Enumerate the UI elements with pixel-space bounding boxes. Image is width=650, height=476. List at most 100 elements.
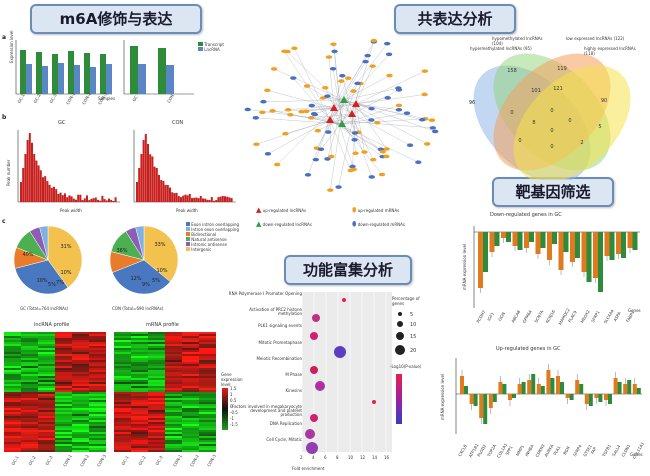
heatmap-cell xyxy=(114,406,131,408)
histogram-bar xyxy=(197,198,200,202)
heatmap-cell xyxy=(114,376,131,378)
heatmap-cell xyxy=(148,362,165,364)
heatmap-cell xyxy=(21,364,38,366)
heatmap-cell xyxy=(38,416,55,418)
heatmap-cell xyxy=(148,386,165,388)
coexpression-network xyxy=(244,38,439,192)
down-x-label: Genes xyxy=(628,308,641,313)
heatmap-cell xyxy=(72,376,89,378)
heatmap-cell xyxy=(4,434,21,436)
heatmap-cell xyxy=(55,362,72,364)
network-node xyxy=(369,64,376,68)
heatmap-cell xyxy=(89,396,106,398)
heatmap-cell xyxy=(199,378,216,380)
heatmap-cell xyxy=(55,438,72,440)
heatmap-cell xyxy=(55,434,72,436)
heatmap-cell xyxy=(199,388,216,390)
panel-a-x-label: Samples xyxy=(98,96,116,101)
heatmap-cell xyxy=(72,408,89,410)
bar xyxy=(524,232,529,248)
network-node xyxy=(386,73,393,78)
heatmap-cell xyxy=(89,388,106,390)
heatmap-cell xyxy=(21,340,38,342)
heatmap-cell xyxy=(182,366,199,368)
heatmap-cell xyxy=(131,412,148,414)
heatmap-cell xyxy=(38,376,55,378)
up-chart-title: Up-regulated genes in GC xyxy=(496,346,561,352)
network-node xyxy=(403,111,411,115)
heatmap-cell xyxy=(38,350,55,352)
heatmap-cell xyxy=(38,374,55,376)
venn-count: 0 xyxy=(550,128,553,134)
venn-count: 0 xyxy=(518,138,521,144)
histogram-bar xyxy=(160,180,163,202)
bar xyxy=(609,232,615,260)
heatmap-colorbar xyxy=(222,388,228,430)
heatmap-cell xyxy=(89,334,106,336)
heatmap-cell xyxy=(4,352,21,354)
hist-x-label-2: Peak width xyxy=(176,208,198,213)
network-edge xyxy=(351,113,411,146)
network-edge xyxy=(355,103,387,150)
enrichment-bubble xyxy=(310,414,318,422)
histogram-bar xyxy=(94,197,97,202)
heatmap-cell xyxy=(182,334,199,336)
heatmap-cell xyxy=(165,408,182,410)
heatmap-cell xyxy=(21,424,38,426)
heatmap-cell xyxy=(72,428,89,430)
heatmap-cell xyxy=(38,384,55,386)
heatmap-cell xyxy=(182,450,199,452)
heatmap-cell xyxy=(182,364,199,366)
bar xyxy=(52,54,58,94)
network-node xyxy=(379,149,386,154)
heatmap-cell xyxy=(4,400,21,402)
heatmap-cell xyxy=(21,386,38,388)
heatmap-cell xyxy=(38,412,55,414)
heatmap-cell xyxy=(165,392,182,394)
title-target-screening: 靶基因筛选 xyxy=(492,177,614,207)
network-node xyxy=(361,150,368,154)
heatmap-cell xyxy=(131,404,148,406)
heatmap-cell xyxy=(165,332,182,334)
network-edge xyxy=(343,75,390,101)
heatmap-cell xyxy=(148,378,165,380)
heatmap-cell xyxy=(89,446,106,448)
heatmap-cell xyxy=(199,394,216,396)
heatmap-cell xyxy=(148,408,165,410)
heatmap-cell xyxy=(131,420,148,422)
heatmap-cell xyxy=(38,358,55,360)
heatmap-cell xyxy=(55,334,72,336)
heatmap-cell xyxy=(21,440,38,442)
heatmap-cell xyxy=(165,352,182,354)
heatmap-cell xyxy=(55,388,72,390)
heatmap-cell xyxy=(38,426,55,428)
heatmap-cell xyxy=(148,446,165,448)
heatmap-cell xyxy=(131,396,148,398)
heatmap-cell xyxy=(148,368,165,370)
heatmap-cell xyxy=(72,426,89,428)
heatmap-cell xyxy=(21,370,38,372)
heatmap-cell xyxy=(21,342,38,344)
heatmap-cell xyxy=(131,336,148,338)
heatmap-cell xyxy=(165,344,182,346)
heatmap-cell xyxy=(199,390,216,392)
network-edge xyxy=(287,51,353,115)
histogram-bar xyxy=(142,140,145,202)
heatmap-cell xyxy=(72,406,89,408)
heatmap-cell xyxy=(38,362,55,364)
heatmap-cell xyxy=(89,432,106,434)
bar xyxy=(26,64,32,94)
heatmap-cell xyxy=(89,390,106,392)
heatmap-cell xyxy=(182,396,199,398)
histogram-bar xyxy=(228,197,231,202)
heatmap-cell xyxy=(114,408,131,410)
heatmap-cell xyxy=(131,360,148,362)
network-edge xyxy=(267,119,331,154)
heatmap-cell xyxy=(131,392,148,394)
heatmap-cell xyxy=(38,368,55,370)
heatmap-cell xyxy=(165,348,182,350)
heatmap-cell xyxy=(148,428,165,430)
heatmap-cell xyxy=(21,448,38,450)
heatmap-cell xyxy=(21,376,38,378)
network-node xyxy=(269,108,276,113)
